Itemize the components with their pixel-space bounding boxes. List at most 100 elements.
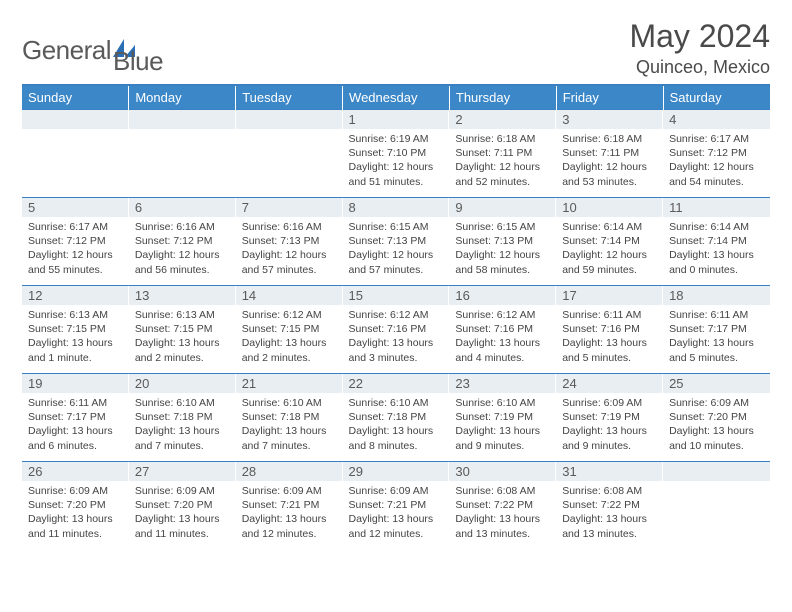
sunrise-text: Sunrise: 6:18 AM: [562, 132, 657, 146]
sunset-text: Sunset: 7:12 PM: [135, 234, 230, 248]
day-details: Sunrise: 6:09 AMSunset: 7:20 PMDaylight:…: [22, 481, 129, 545]
sunset-text: Sunset: 7:17 PM: [669, 322, 764, 336]
sunset-text: Sunset: 7:14 PM: [669, 234, 764, 248]
day-cell: 1Sunrise: 6:19 AMSunset: 7:10 PMDaylight…: [343, 110, 450, 198]
day-details: Sunrise: 6:13 AMSunset: 7:15 PMDaylight:…: [22, 305, 129, 369]
daylight-text: Daylight: 13 hours and 12 minutes.: [242, 512, 337, 540]
weekday-header: Sunday: [22, 86, 129, 110]
sunset-text: Sunset: 7:11 PM: [455, 146, 550, 160]
day-details: Sunrise: 6:10 AMSunset: 7:18 PMDaylight:…: [129, 393, 236, 457]
day-number: 24: [556, 374, 663, 393]
daylight-text: Daylight: 13 hours and 2 minutes.: [242, 336, 337, 364]
sunset-text: Sunset: 7:15 PM: [28, 322, 123, 336]
day-cell: 15Sunrise: 6:12 AMSunset: 7:16 PMDayligh…: [343, 286, 450, 374]
day-cell: 19Sunrise: 6:11 AMSunset: 7:17 PMDayligh…: [22, 374, 129, 462]
day-details: Sunrise: 6:12 AMSunset: 7:16 PMDaylight:…: [343, 305, 450, 369]
day-details: Sunrise: 6:16 AMSunset: 7:13 PMDaylight:…: [236, 217, 343, 281]
day-cell: 24Sunrise: 6:09 AMSunset: 7:19 PMDayligh…: [556, 374, 663, 462]
day-details: Sunrise: 6:14 AMSunset: 7:14 PMDaylight:…: [556, 217, 663, 281]
sunrise-text: Sunrise: 6:15 AM: [455, 220, 550, 234]
day-number: 7: [236, 198, 343, 217]
day-cell: 4Sunrise: 6:17 AMSunset: 7:12 PMDaylight…: [663, 110, 770, 198]
day-number: 2: [449, 110, 556, 129]
daylight-text: Daylight: 12 hours and 57 minutes.: [349, 248, 444, 276]
sunrise-text: Sunrise: 6:09 AM: [242, 484, 337, 498]
sunset-text: Sunset: 7:15 PM: [135, 322, 230, 336]
sunset-text: Sunset: 7:22 PM: [562, 498, 657, 512]
daylight-text: Daylight: 12 hours and 56 minutes.: [135, 248, 230, 276]
sunset-text: Sunset: 7:20 PM: [669, 410, 764, 424]
week-row: 26Sunrise: 6:09 AMSunset: 7:20 PMDayligh…: [22, 462, 770, 550]
daylight-text: Daylight: 13 hours and 7 minutes.: [242, 424, 337, 452]
day-details: Sunrise: 6:17 AMSunset: 7:12 PMDaylight:…: [663, 129, 770, 193]
day-details: Sunrise: 6:19 AMSunset: 7:10 PMDaylight:…: [343, 129, 450, 193]
logo-text-a: General: [22, 35, 111, 66]
sunrise-text: Sunrise: 6:14 AM: [669, 220, 764, 234]
day-cell: 11Sunrise: 6:14 AMSunset: 7:14 PMDayligh…: [663, 198, 770, 286]
daylight-text: Daylight: 12 hours and 58 minutes.: [455, 248, 550, 276]
sunrise-text: Sunrise: 6:09 AM: [135, 484, 230, 498]
sunset-text: Sunset: 7:20 PM: [135, 498, 230, 512]
sunset-text: Sunset: 7:16 PM: [455, 322, 550, 336]
day-details: Sunrise: 6:17 AMSunset: 7:12 PMDaylight:…: [22, 217, 129, 281]
day-number: 3: [556, 110, 663, 129]
sunset-text: Sunset: 7:16 PM: [562, 322, 657, 336]
day-details: Sunrise: 6:18 AMSunset: 7:11 PMDaylight:…: [449, 129, 556, 193]
weekday-header: Saturday: [663, 86, 770, 110]
daylight-text: Daylight: 13 hours and 5 minutes.: [562, 336, 657, 364]
daylight-text: Daylight: 13 hours and 1 minute.: [28, 336, 123, 364]
daylight-text: Daylight: 13 hours and 5 minutes.: [669, 336, 764, 364]
daylight-text: Daylight: 12 hours and 53 minutes.: [562, 160, 657, 188]
title-block: May 2024 Quinceo, Mexico: [629, 18, 770, 78]
day-cell: 20Sunrise: 6:10 AMSunset: 7:18 PMDayligh…: [129, 374, 236, 462]
day-cell: 2Sunrise: 6:18 AMSunset: 7:11 PMDaylight…: [449, 110, 556, 198]
sunset-text: Sunset: 7:20 PM: [28, 498, 123, 512]
daylight-text: Daylight: 12 hours and 52 minutes.: [455, 160, 550, 188]
sunrise-text: Sunrise: 6:10 AM: [455, 396, 550, 410]
day-cell: 3Sunrise: 6:18 AMSunset: 7:11 PMDaylight…: [556, 110, 663, 198]
sunrise-text: Sunrise: 6:16 AM: [242, 220, 337, 234]
sunrise-text: Sunrise: 6:17 AM: [28, 220, 123, 234]
day-number: 26: [22, 462, 129, 481]
sunrise-text: Sunrise: 6:09 AM: [349, 484, 444, 498]
sunrise-text: Sunrise: 6:11 AM: [669, 308, 764, 322]
day-number: 23: [449, 374, 556, 393]
sunset-text: Sunset: 7:13 PM: [349, 234, 444, 248]
sunset-text: Sunset: 7:13 PM: [242, 234, 337, 248]
sunset-text: Sunset: 7:19 PM: [455, 410, 550, 424]
day-details: Sunrise: 6:11 AMSunset: 7:16 PMDaylight:…: [556, 305, 663, 369]
day-details: Sunrise: 6:10 AMSunset: 7:19 PMDaylight:…: [449, 393, 556, 457]
day-cell: 31Sunrise: 6:08 AMSunset: 7:22 PMDayligh…: [556, 462, 663, 550]
sunrise-text: Sunrise: 6:19 AM: [349, 132, 444, 146]
day-cell: 13Sunrise: 6:13 AMSunset: 7:15 PMDayligh…: [129, 286, 236, 374]
day-details: Sunrise: 6:11 AMSunset: 7:17 PMDaylight:…: [22, 393, 129, 457]
sunrise-text: Sunrise: 6:10 AM: [349, 396, 444, 410]
daylight-text: Daylight: 12 hours and 55 minutes.: [28, 248, 123, 276]
day-details: Sunrise: 6:10 AMSunset: 7:18 PMDaylight:…: [236, 393, 343, 457]
day-number: 9: [449, 198, 556, 217]
daylight-text: Daylight: 13 hours and 3 minutes.: [349, 336, 444, 364]
logo: General Blue: [22, 24, 163, 77]
sunrise-text: Sunrise: 6:14 AM: [562, 220, 657, 234]
daylight-text: Daylight: 13 hours and 9 minutes.: [455, 424, 550, 452]
sunset-text: Sunset: 7:18 PM: [135, 410, 230, 424]
sunset-text: Sunset: 7:15 PM: [242, 322, 337, 336]
day-cell: 26Sunrise: 6:09 AMSunset: 7:20 PMDayligh…: [22, 462, 129, 550]
day-number: 18: [663, 286, 770, 305]
daylight-text: Daylight: 13 hours and 9 minutes.: [562, 424, 657, 452]
daylight-text: Daylight: 13 hours and 7 minutes.: [135, 424, 230, 452]
day-number: [236, 110, 343, 129]
day-details: Sunrise: 6:15 AMSunset: 7:13 PMDaylight:…: [343, 217, 450, 281]
day-cell: 17Sunrise: 6:11 AMSunset: 7:16 PMDayligh…: [556, 286, 663, 374]
day-cell: 8Sunrise: 6:15 AMSunset: 7:13 PMDaylight…: [343, 198, 450, 286]
day-number: 29: [343, 462, 450, 481]
day-cell: 9Sunrise: 6:15 AMSunset: 7:13 PMDaylight…: [449, 198, 556, 286]
day-cell: 5Sunrise: 6:17 AMSunset: 7:12 PMDaylight…: [22, 198, 129, 286]
day-details: Sunrise: 6:18 AMSunset: 7:11 PMDaylight:…: [556, 129, 663, 193]
day-cell: 25Sunrise: 6:09 AMSunset: 7:20 PMDayligh…: [663, 374, 770, 462]
day-cell: 6Sunrise: 6:16 AMSunset: 7:12 PMDaylight…: [129, 198, 236, 286]
day-details: Sunrise: 6:09 AMSunset: 7:19 PMDaylight:…: [556, 393, 663, 457]
day-cell: [663, 462, 770, 550]
day-details: Sunrise: 6:14 AMSunset: 7:14 PMDaylight:…: [663, 217, 770, 281]
daylight-text: Daylight: 13 hours and 11 minutes.: [135, 512, 230, 540]
